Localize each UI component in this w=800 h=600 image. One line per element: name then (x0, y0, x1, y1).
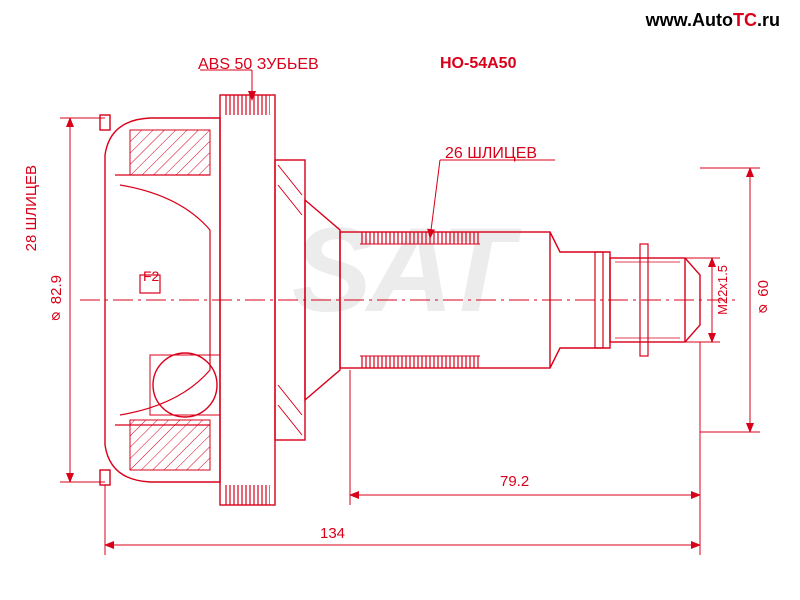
url-suffix: .ru (757, 10, 780, 30)
abs-label: ABS 50 ЗУБЬЕВ (198, 56, 319, 74)
len-79-label: 79.2 (500, 473, 529, 490)
dia-60-label: ⌀ 60 (755, 280, 773, 319)
dia-82-label: ⌀ 82.9 (48, 275, 66, 326)
thread-label: M22x1.5 (715, 265, 730, 315)
splines-28-label: 28 ШЛИЦЕВ (23, 165, 40, 251)
len-134-label: 134 (320, 525, 345, 542)
url-accent: TC (733, 10, 757, 30)
splines-26-label: 26 ШЛИЦЕВ (445, 145, 537, 163)
url-prefix: www.Auto (646, 10, 733, 30)
url: www.AutoTC.ru (646, 10, 780, 31)
technical-drawing (0, 0, 800, 600)
f2-label: F2 (143, 268, 159, 284)
part-number: HO-54A50 (440, 55, 516, 73)
